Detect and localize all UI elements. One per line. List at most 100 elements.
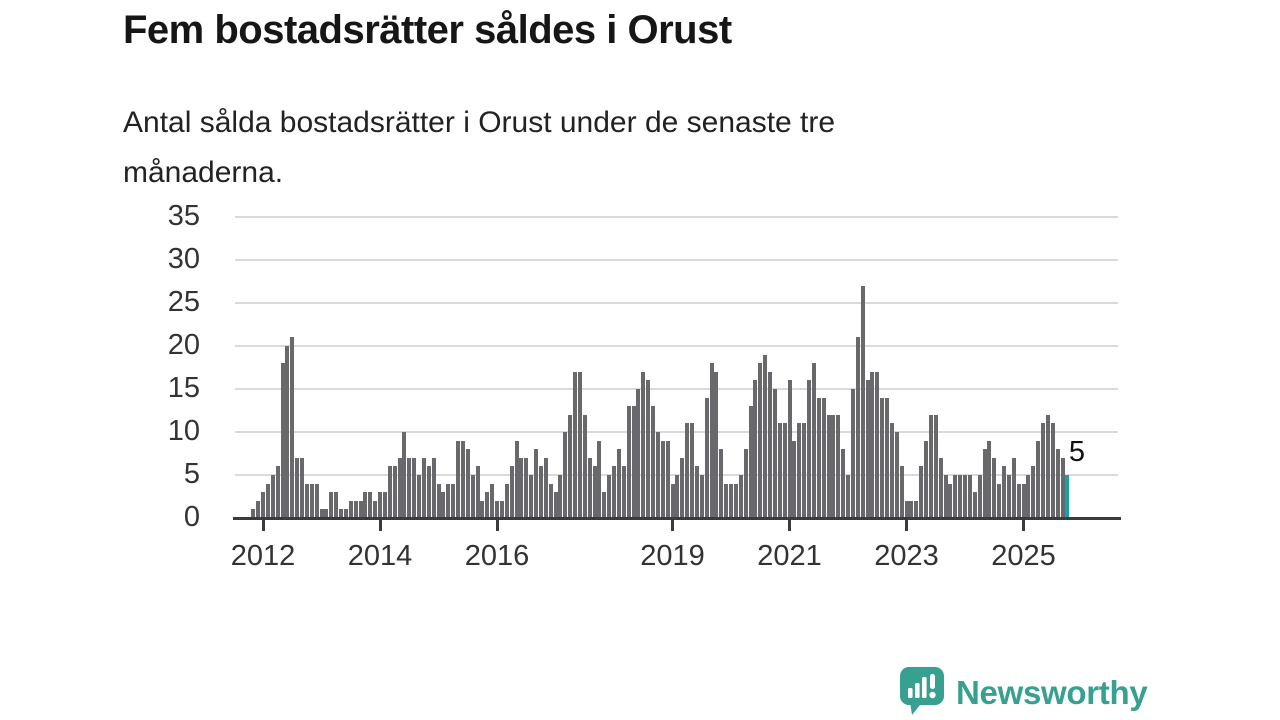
- bar: [821, 397, 826, 518]
- bar: [865, 380, 870, 518]
- x-axis-tick-label: 2014: [347, 540, 413, 572]
- bar: [431, 457, 436, 518]
- bar: [275, 466, 280, 518]
- x-axis-tick: [788, 520, 791, 531]
- chat-bubble-chart-icon: [898, 665, 946, 720]
- bar: [1026, 475, 1031, 518]
- newsworthy-logo: Newsworthy: [898, 665, 1148, 720]
- bar: [1031, 466, 1036, 518]
- bar: [475, 466, 480, 518]
- bar: [1011, 457, 1016, 518]
- x-axis-tick-label: 2012: [230, 540, 296, 572]
- bar: [592, 466, 597, 518]
- bar: [436, 483, 441, 518]
- bar: [948, 483, 953, 518]
- bar: [836, 414, 841, 518]
- bar: [499, 500, 504, 518]
- bar: [495, 500, 499, 518]
- bar: [319, 509, 324, 518]
- bar: [768, 371, 772, 518]
- bar: [709, 363, 714, 518]
- bar: [680, 457, 685, 518]
- bar: [743, 449, 748, 518]
- bar: [641, 371, 646, 518]
- bar: [363, 492, 368, 518]
- bar: [626, 406, 631, 518]
- bar: [690, 423, 694, 518]
- bar: [646, 380, 651, 518]
- x-axis-line: [233, 517, 1121, 520]
- bar: [1055, 449, 1060, 518]
- bar: [612, 466, 616, 518]
- bar: [621, 466, 626, 518]
- newsworthy-logo-text: Newsworthy: [956, 673, 1148, 711]
- bar: [655, 432, 660, 518]
- bar: [1050, 423, 1055, 518]
- bar: [651, 406, 655, 518]
- bar: [753, 380, 758, 518]
- y-axis-tick-label: 25: [167, 286, 200, 318]
- bar: [392, 466, 397, 518]
- gridline: [235, 388, 1118, 390]
- bar: [714, 371, 719, 518]
- page-subtitle: Antal sålda bostadsrätter i Orust under …: [123, 106, 836, 189]
- bar: [577, 371, 582, 518]
- bar: [924, 440, 928, 518]
- bar: [953, 475, 958, 518]
- bar: [831, 414, 836, 518]
- bar: [1036, 440, 1041, 518]
- bar: [938, 457, 943, 518]
- bar: [402, 432, 407, 518]
- bar: [787, 380, 792, 518]
- x-axis-tick: [671, 520, 674, 531]
- bar: [777, 423, 782, 518]
- bar: [616, 449, 621, 518]
- bar: [1021, 483, 1026, 518]
- bar: [772, 389, 777, 518]
- bar: [417, 475, 421, 518]
- page-title: Fem bostadsrätter såldes i Orust: [123, 8, 732, 52]
- bar: [265, 483, 270, 518]
- x-axis-tick-label: 2025: [991, 540, 1056, 572]
- bar: [529, 475, 534, 518]
- bar: [582, 414, 587, 518]
- bar: [597, 440, 602, 518]
- bar: [373, 500, 378, 518]
- bar: [972, 492, 977, 518]
- bar: [885, 397, 889, 518]
- gridline: [235, 259, 1118, 261]
- bar: [933, 414, 938, 518]
- bar: [378, 492, 382, 518]
- bar: [460, 440, 465, 518]
- x-axis-tick: [378, 520, 382, 531]
- bar: [343, 509, 348, 518]
- bar: [480, 500, 485, 518]
- bar: [963, 475, 967, 518]
- bar: [894, 432, 899, 518]
- bar: [485, 492, 490, 518]
- bar: [967, 475, 972, 518]
- bar: [841, 449, 846, 518]
- bar: [504, 483, 509, 518]
- y-axis-tick-label: 20: [167, 329, 200, 361]
- gridline: [235, 345, 1118, 347]
- bar: [914, 500, 919, 518]
- bar: [855, 337, 860, 518]
- bar: [733, 483, 738, 518]
- bar: [826, 414, 831, 518]
- bar: [602, 492, 607, 518]
- bar: [665, 440, 670, 518]
- bar: [694, 466, 699, 518]
- bar: [514, 440, 519, 518]
- bar: [295, 457, 300, 518]
- bar: [607, 475, 612, 518]
- bar: [519, 457, 524, 518]
- bar: [846, 475, 850, 518]
- y-axis-tick-label: 10: [167, 415, 200, 447]
- bar: [412, 457, 417, 518]
- bar: [465, 449, 470, 518]
- bar: [538, 466, 543, 518]
- gridline: [235, 431, 1118, 433]
- bar: [797, 423, 802, 518]
- x-axis-tick-label: 2016: [464, 540, 530, 572]
